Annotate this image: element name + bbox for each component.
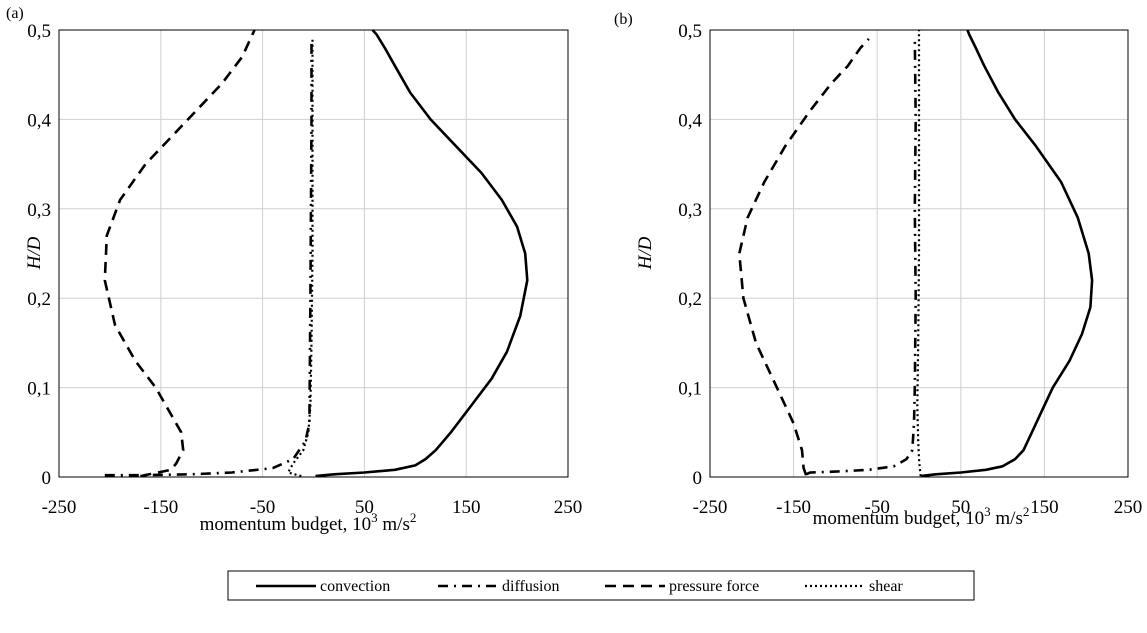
panel-b-x-tick-label: -150 [776, 497, 811, 518]
panel-a-x-label: momentum budget, 103 m/s2 [200, 510, 417, 535]
panel-b-series-convection [920, 29, 1094, 478]
panel-b-series-diffusion [805, 38, 918, 476]
panel-b-x-tick-label: -50 [865, 497, 890, 518]
panel-a-grid [59, 30, 568, 477]
panel-a-y-tick-label: 0,5 [27, 21, 51, 42]
legend-items: convection diffusion pressure force shear [256, 578, 903, 595]
panel-b-x-tick-label: 150 [1030, 497, 1059, 518]
panel-a-x-tick-label: -50 [250, 497, 275, 518]
panel-a-x-tick-label: -150 [143, 497, 178, 518]
panel-a-x-tick-label: 50 [355, 497, 374, 518]
panel-b-x-tick-label: -250 [693, 497, 728, 518]
panel-b-y-label: H/D [635, 236, 656, 270]
legend-label-convection: convection [320, 578, 390, 595]
panel-a-frame [58, 29, 569, 478]
legend-label-diffusion: diffusion [502, 578, 559, 595]
panel-a-y-tick-label: 0,4 [27, 110, 51, 131]
panel-b-series [737, 29, 1094, 478]
panel-a-x-ticks: -250 -150 -50 50 150 250 [42, 497, 583, 518]
panel-b-x-tick-label: 250 [1114, 497, 1143, 518]
panel-a-y-tick-label: 0,3 [27, 200, 51, 221]
panel-a-series-convection [315, 29, 529, 478]
legend-label-pressure-force: pressure force [669, 578, 759, 595]
panel-a-y-label: H/D [24, 236, 45, 270]
panel-b: (b) 0 0,1 0,2 0,3 0,4 0,5 -250 -150 -50 50 150 250… [614, 11, 1142, 529]
panel-a-series-diffusion [104, 38, 313, 477]
panel-b-x-label: momentum budget, 103 m/s2 [813, 504, 1030, 529]
legend-box [227, 570, 975, 601]
panel-a-label: (a) [6, 5, 24, 22]
panel-a-series-pressure-force [103, 29, 256, 478]
panel-a-x-tick-label: -250 [42, 497, 77, 518]
legend: convection diffusion pressure force shear [227, 570, 975, 601]
panel-b-series-shear [916, 30, 922, 477]
legend-label-shear: shear [869, 578, 903, 595]
panel-a-x-tick-label: 150 [452, 497, 481, 518]
panel-a-series [103, 29, 529, 478]
panel-b-y-tick-label: 0,1 [678, 379, 702, 400]
panel-b-y-tick-label: 0,4 [678, 110, 702, 131]
panel-b-x-tick-label: 50 [951, 497, 970, 518]
panel-b-y-tick-label: 0,3 [678, 200, 702, 221]
panel-a-y-tick-label: 0,1 [27, 379, 51, 400]
panel-b-grid [710, 30, 1128, 477]
panel-b-series-pressure-force [737, 38, 870, 476]
panel-a-y-tick-label: 0 [42, 468, 52, 489]
panel-a: (a) 0 0,1 0,2 0,3 0,4 0,5 -250 -150 -50 50 150 250… [6, 5, 582, 535]
panel-a-y-ticks: 0 0,1 0,2 0,3 0,4 0,5 [27, 21, 51, 489]
panel-a-x-tick-label: 250 [554, 497, 583, 518]
panel-b-frame [709, 29, 1129, 478]
panel-b-y-tick-label: 0 [693, 468, 703, 489]
panel-b-y-tick-label: 0,2 [678, 289, 702, 310]
panel-b-label: (b) [614, 11, 633, 28]
panel-a-series-shear [287, 38, 314, 478]
panel-b-y-tick-label: 0,5 [678, 21, 702, 42]
panel-b-y-ticks: 0 0,1 0,2 0,3 0,4 0,5 [678, 21, 702, 489]
panel-b-x-ticks: -250 -150 -50 50 150 250 [693, 497, 1143, 518]
panel-a-y-tick-label: 0,2 [27, 289, 51, 310]
